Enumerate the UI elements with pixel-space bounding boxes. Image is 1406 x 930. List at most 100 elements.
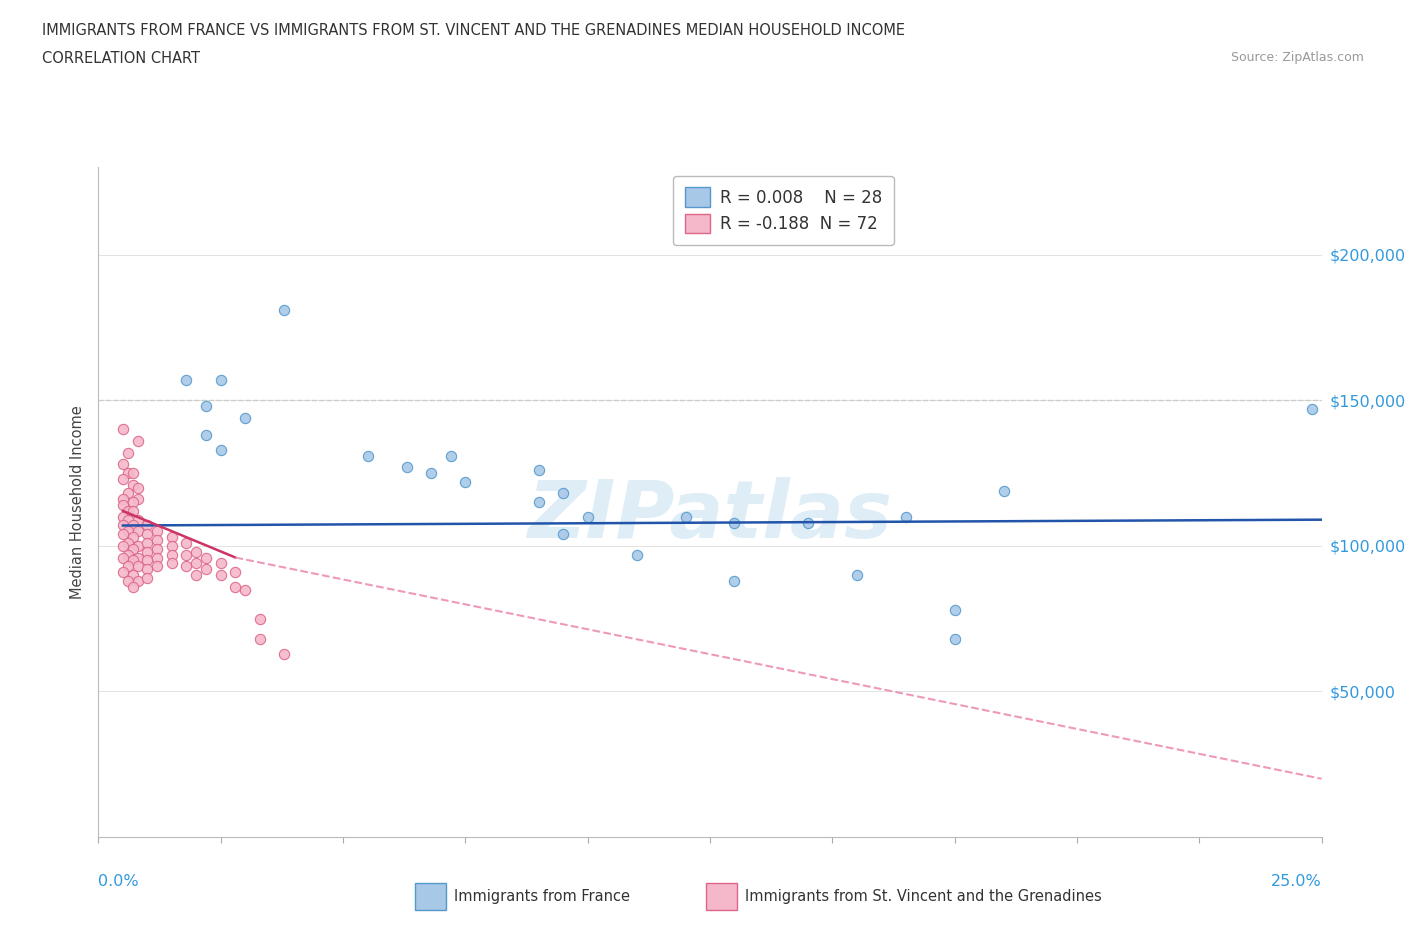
Point (186, 544, 208, 559)
Point (249, 631, 271, 646)
Point (186, 556, 208, 571)
Point (146, 533, 169, 548)
Point (845, 567, 868, 582)
Point (127, 524, 149, 538)
Point (943, 631, 966, 646)
Point (273, 646, 295, 661)
Point (675, 510, 697, 525)
Point (111, 510, 134, 525)
Point (146, 524, 169, 538)
Point (176, 536, 198, 551)
Point (117, 503, 139, 518)
Point (224, 579, 246, 594)
Text: Immigrants from France: Immigrants from France (454, 889, 630, 904)
Text: Immigrants from St. Vincent and the Grenadines: Immigrants from St. Vincent and the Gren… (745, 889, 1102, 904)
Point (117, 547, 139, 562)
Point (356, 448, 378, 463)
Point (117, 445, 139, 460)
Point (454, 474, 477, 489)
Point (420, 466, 443, 481)
Point (195, 562, 218, 577)
Point (576, 510, 599, 525)
Point (127, 550, 149, 565)
Point (136, 570, 159, 585)
Point (111, 457, 134, 472)
Point (195, 428, 218, 443)
Point (176, 373, 198, 388)
Point (121, 541, 143, 556)
Text: IMMIGRANTS FROM FRANCE VS IMMIGRANTS FROM ST. VINCENT AND THE GRENADINES MEDIAN : IMMIGRANTS FROM FRANCE VS IMMIGRANTS FRO… (42, 23, 905, 38)
Point (117, 524, 139, 538)
Point (111, 518, 134, 533)
Point (127, 492, 149, 507)
Point (111, 538, 134, 553)
Point (121, 495, 143, 510)
Point (233, 410, 256, 425)
Point (117, 466, 139, 481)
Point (127, 538, 149, 553)
Point (121, 553, 143, 568)
Point (209, 373, 232, 388)
Point (117, 559, 139, 574)
FancyBboxPatch shape (706, 884, 737, 910)
Point (176, 559, 198, 574)
Point (146, 550, 169, 565)
Point (1301, 402, 1323, 417)
Point (117, 536, 139, 551)
Point (127, 559, 149, 574)
Point (121, 530, 143, 545)
Point (121, 466, 143, 481)
Point (160, 530, 183, 545)
Point (249, 611, 271, 626)
Point (195, 550, 218, 565)
Point (117, 512, 139, 527)
Point (121, 503, 143, 518)
Point (111, 422, 134, 437)
Point (527, 495, 550, 510)
Point (160, 556, 183, 571)
Text: 25.0%: 25.0% (1271, 874, 1322, 889)
Point (136, 562, 159, 577)
Point (111, 565, 134, 579)
FancyBboxPatch shape (415, 884, 446, 910)
Point (127, 480, 149, 495)
Legend: R = 0.008    N = 28, R = -0.188  N = 72: R = 0.008 N = 28, R = -0.188 N = 72 (673, 176, 894, 246)
Point (224, 565, 246, 579)
Point (233, 582, 256, 597)
Point (723, 515, 745, 530)
Point (723, 574, 745, 589)
Point (943, 603, 966, 618)
Text: 0.0%: 0.0% (98, 874, 139, 889)
Point (111, 550, 134, 565)
Point (136, 518, 159, 533)
Point (440, 448, 463, 463)
Point (121, 567, 143, 582)
Point (195, 399, 218, 414)
Point (209, 443, 232, 458)
Point (136, 544, 159, 559)
Point (993, 483, 1015, 498)
Point (209, 556, 232, 571)
Text: ZIPatlas: ZIPatlas (527, 476, 893, 554)
Point (160, 538, 183, 553)
Text: CORRELATION CHART: CORRELATION CHART (42, 51, 200, 66)
Point (111, 526, 134, 541)
Point (146, 541, 169, 556)
Point (527, 463, 550, 478)
Point (146, 559, 169, 574)
Point (186, 567, 208, 582)
Point (111, 472, 134, 486)
Point (117, 486, 139, 501)
Point (160, 547, 183, 562)
Text: Source: ZipAtlas.com: Source: ZipAtlas.com (1230, 51, 1364, 64)
Point (626, 547, 648, 562)
Point (117, 574, 139, 589)
Point (127, 512, 149, 527)
Point (395, 459, 418, 474)
Point (121, 518, 143, 533)
Point (176, 547, 198, 562)
Point (273, 302, 295, 317)
Point (553, 526, 575, 541)
Point (136, 536, 159, 551)
Point (127, 433, 149, 448)
